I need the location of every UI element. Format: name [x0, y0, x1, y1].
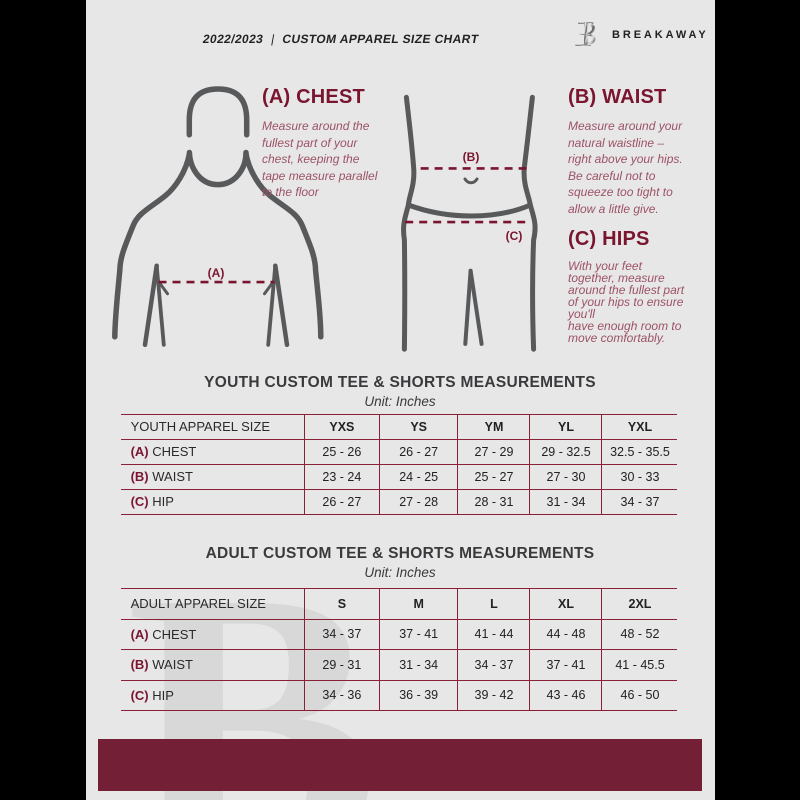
svg-text:(C): (C): [506, 229, 523, 243]
svg-text:(B): (B): [463, 150, 480, 164]
